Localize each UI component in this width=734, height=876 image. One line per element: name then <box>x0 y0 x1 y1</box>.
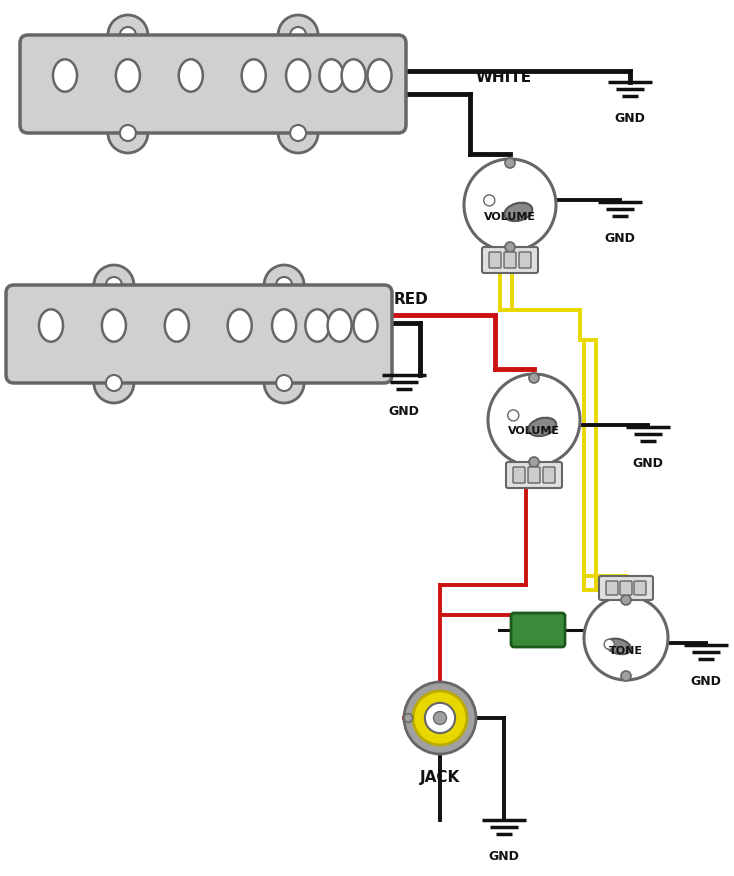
Circle shape <box>106 375 122 391</box>
Circle shape <box>264 265 304 305</box>
Circle shape <box>464 159 556 251</box>
Circle shape <box>276 277 292 293</box>
FancyBboxPatch shape <box>6 285 392 383</box>
Ellipse shape <box>319 60 344 92</box>
Ellipse shape <box>341 60 366 92</box>
Circle shape <box>278 15 318 55</box>
Ellipse shape <box>39 309 63 342</box>
Circle shape <box>94 363 134 403</box>
Circle shape <box>108 15 148 55</box>
FancyBboxPatch shape <box>504 252 516 268</box>
Ellipse shape <box>179 60 203 92</box>
Circle shape <box>434 711 446 724</box>
Circle shape <box>120 27 136 43</box>
Circle shape <box>529 373 539 383</box>
Text: GND: GND <box>691 675 722 688</box>
Text: TONE: TONE <box>609 646 643 655</box>
FancyBboxPatch shape <box>489 252 501 268</box>
Circle shape <box>278 113 318 153</box>
Ellipse shape <box>606 639 631 654</box>
FancyBboxPatch shape <box>20 35 406 133</box>
Circle shape <box>264 363 304 403</box>
Text: VOLUME: VOLUME <box>484 211 536 222</box>
Text: WHITE: WHITE <box>476 70 532 86</box>
Ellipse shape <box>528 418 556 436</box>
FancyBboxPatch shape <box>513 467 525 483</box>
Ellipse shape <box>241 60 266 92</box>
Text: VOLUME: VOLUME <box>508 427 560 436</box>
Ellipse shape <box>53 60 77 92</box>
Circle shape <box>108 113 148 153</box>
Ellipse shape <box>327 309 352 342</box>
Circle shape <box>621 671 631 681</box>
Circle shape <box>120 125 136 141</box>
Circle shape <box>529 457 539 467</box>
FancyBboxPatch shape <box>506 462 562 488</box>
Text: GND: GND <box>614 112 645 125</box>
Text: GND: GND <box>489 850 520 863</box>
Text: GND: GND <box>388 405 419 418</box>
Circle shape <box>276 375 292 391</box>
Ellipse shape <box>368 60 391 92</box>
Circle shape <box>404 682 476 754</box>
Circle shape <box>413 691 467 745</box>
Circle shape <box>621 595 631 605</box>
FancyBboxPatch shape <box>620 581 632 595</box>
Circle shape <box>290 27 306 43</box>
Circle shape <box>584 596 668 680</box>
FancyBboxPatch shape <box>599 576 653 600</box>
Ellipse shape <box>164 309 189 342</box>
FancyBboxPatch shape <box>511 613 565 647</box>
Ellipse shape <box>504 202 532 221</box>
FancyBboxPatch shape <box>528 467 540 483</box>
Text: GND: GND <box>633 457 664 470</box>
Ellipse shape <box>286 60 310 92</box>
Circle shape <box>505 158 515 168</box>
Ellipse shape <box>354 309 377 342</box>
Circle shape <box>425 703 455 733</box>
FancyBboxPatch shape <box>519 252 531 268</box>
Ellipse shape <box>102 309 126 342</box>
Circle shape <box>484 194 495 206</box>
Circle shape <box>290 125 306 141</box>
Circle shape <box>106 277 122 293</box>
Text: RED: RED <box>394 292 429 307</box>
FancyBboxPatch shape <box>543 467 555 483</box>
Circle shape <box>94 265 134 305</box>
Circle shape <box>505 242 515 252</box>
Ellipse shape <box>272 309 296 342</box>
Text: GND: GND <box>605 232 636 245</box>
Ellipse shape <box>228 309 252 342</box>
Circle shape <box>404 714 413 723</box>
FancyBboxPatch shape <box>482 247 538 273</box>
FancyBboxPatch shape <box>634 581 646 595</box>
Circle shape <box>604 639 614 649</box>
Circle shape <box>508 410 519 421</box>
Ellipse shape <box>116 60 140 92</box>
Ellipse shape <box>305 309 330 342</box>
FancyBboxPatch shape <box>606 581 618 595</box>
Circle shape <box>488 374 580 466</box>
Text: JACK: JACK <box>420 770 460 785</box>
